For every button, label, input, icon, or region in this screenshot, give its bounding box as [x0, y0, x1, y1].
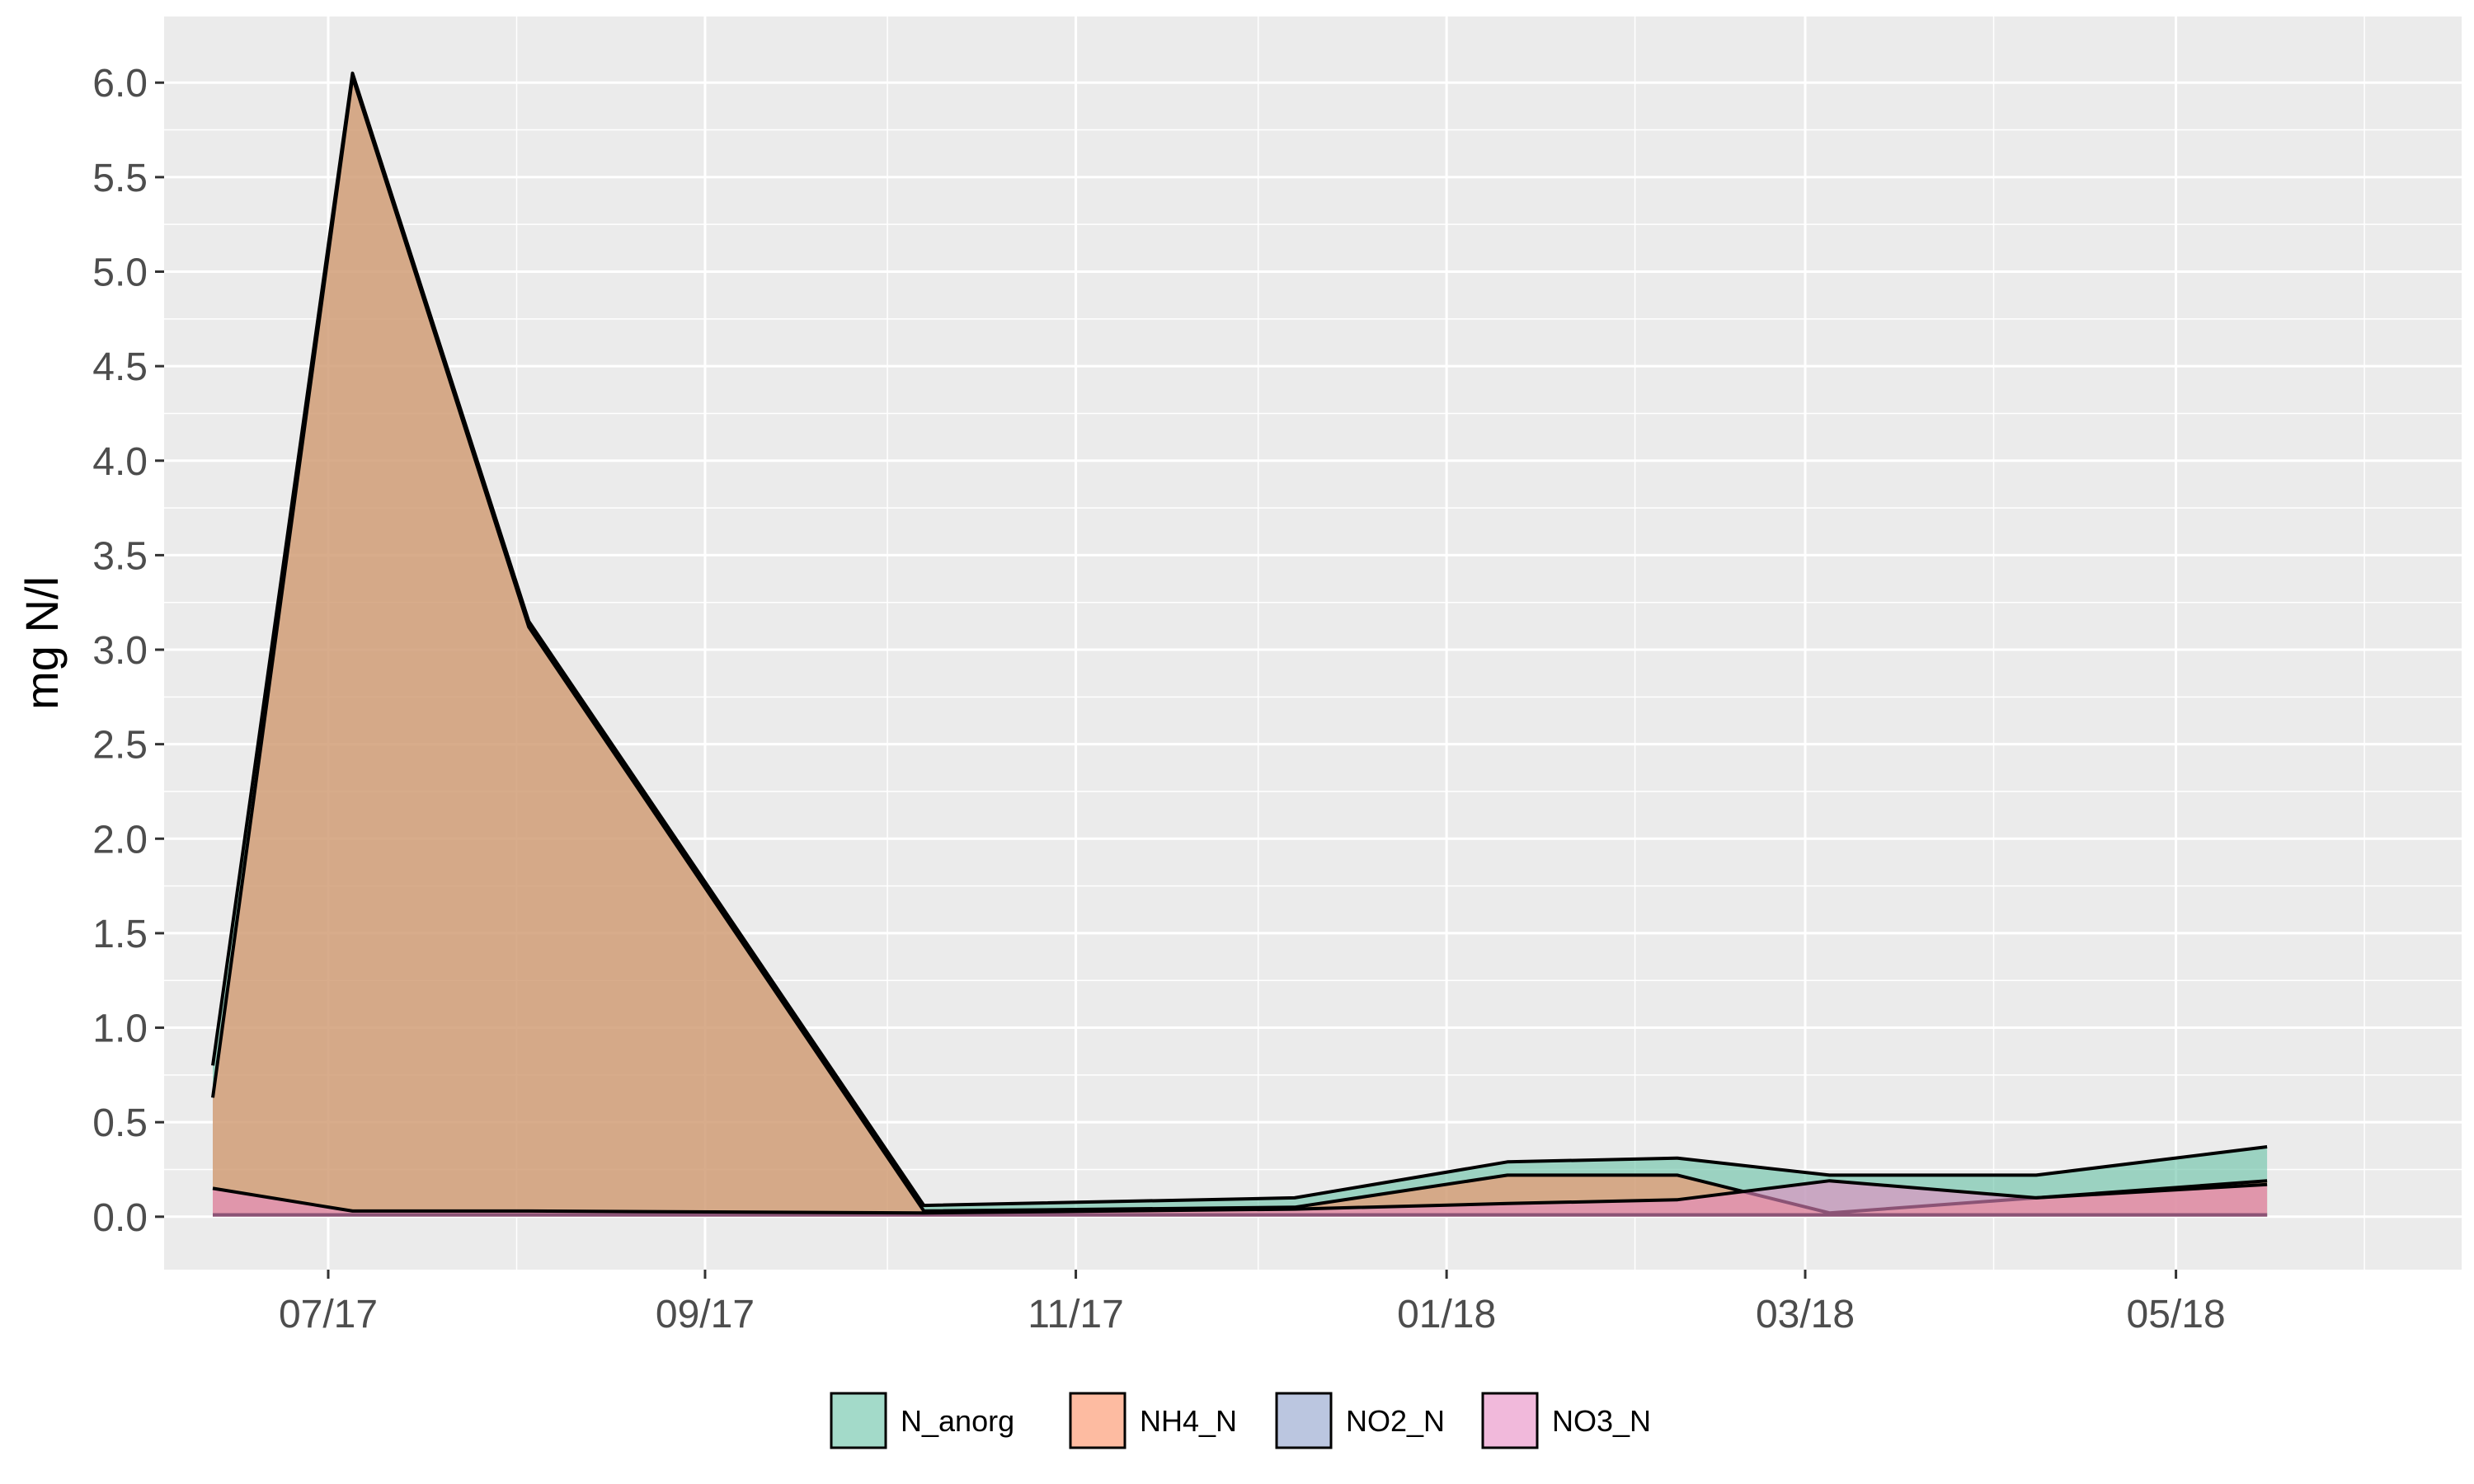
- y-tick-label: 4.0: [92, 440, 148, 484]
- x-tick-label: 05/18: [2127, 1293, 2226, 1336]
- legend-label-NO2_N: NO2_N: [1346, 1404, 1445, 1438]
- y-tick-label: 5.5: [92, 157, 148, 200]
- x-tick-label: 01/18: [1397, 1293, 1496, 1336]
- legend-key-NO3_N: [1481, 1392, 1539, 1449]
- x-tick-label: 07/17: [279, 1293, 378, 1336]
- y-axis-title: mg N/l: [16, 576, 68, 710]
- legend-key-NH4_N: [1069, 1392, 1126, 1449]
- y-tick-label: 1.0: [92, 1007, 148, 1051]
- y-tick-label: 5.0: [92, 251, 148, 295]
- legend: N_anorg NH4_N NO2_N NO3_N: [830, 1392, 1651, 1449]
- y-tick-label: 4.5: [92, 345, 148, 389]
- area-NO3_N: [213, 1181, 2268, 1217]
- y-tick-label: 0.5: [92, 1101, 148, 1145]
- y-axis: 0.0 0.5 1.0 1.5 2.0 2.5 3.0 3.5 4.0 4.5 5.0 5.5 6.0: [92, 62, 164, 1240]
- x-axis: 07/17 09/17 11/17 01/18 03/18 05/18: [279, 1270, 2226, 1336]
- area-NH4_N: [213, 77, 2268, 1217]
- y-tick-label: 2.0: [92, 818, 148, 862]
- x-tick-label: 11/17: [1028, 1293, 1124, 1336]
- y-tick-label: 1.5: [92, 913, 148, 956]
- area-series: [211, 71, 2268, 1217]
- legend-key-N_anorg: [830, 1392, 887, 1449]
- legend-key-NO2_N: [1275, 1392, 1333, 1449]
- legend-label-NH4_N: NH4_N: [1140, 1404, 1237, 1438]
- y-tick-label: 2.5: [92, 724, 148, 768]
- line-NO3_N: [212, 1179, 2268, 1215]
- y-tick-label: 3.5: [92, 534, 148, 578]
- y-tick-label: 0.0: [92, 1196, 148, 1240]
- legend-label-NO3_N: NO3_N: [1552, 1404, 1651, 1438]
- x-tick-label: 03/18: [1756, 1293, 1855, 1336]
- x-tick-label: 09/17: [656, 1293, 755, 1336]
- y-tick-label: 6.0: [92, 62, 148, 106]
- legend-label-N_anorg: N_anorg: [901, 1404, 1014, 1438]
- y-tick-label: 3.0: [92, 629, 148, 673]
